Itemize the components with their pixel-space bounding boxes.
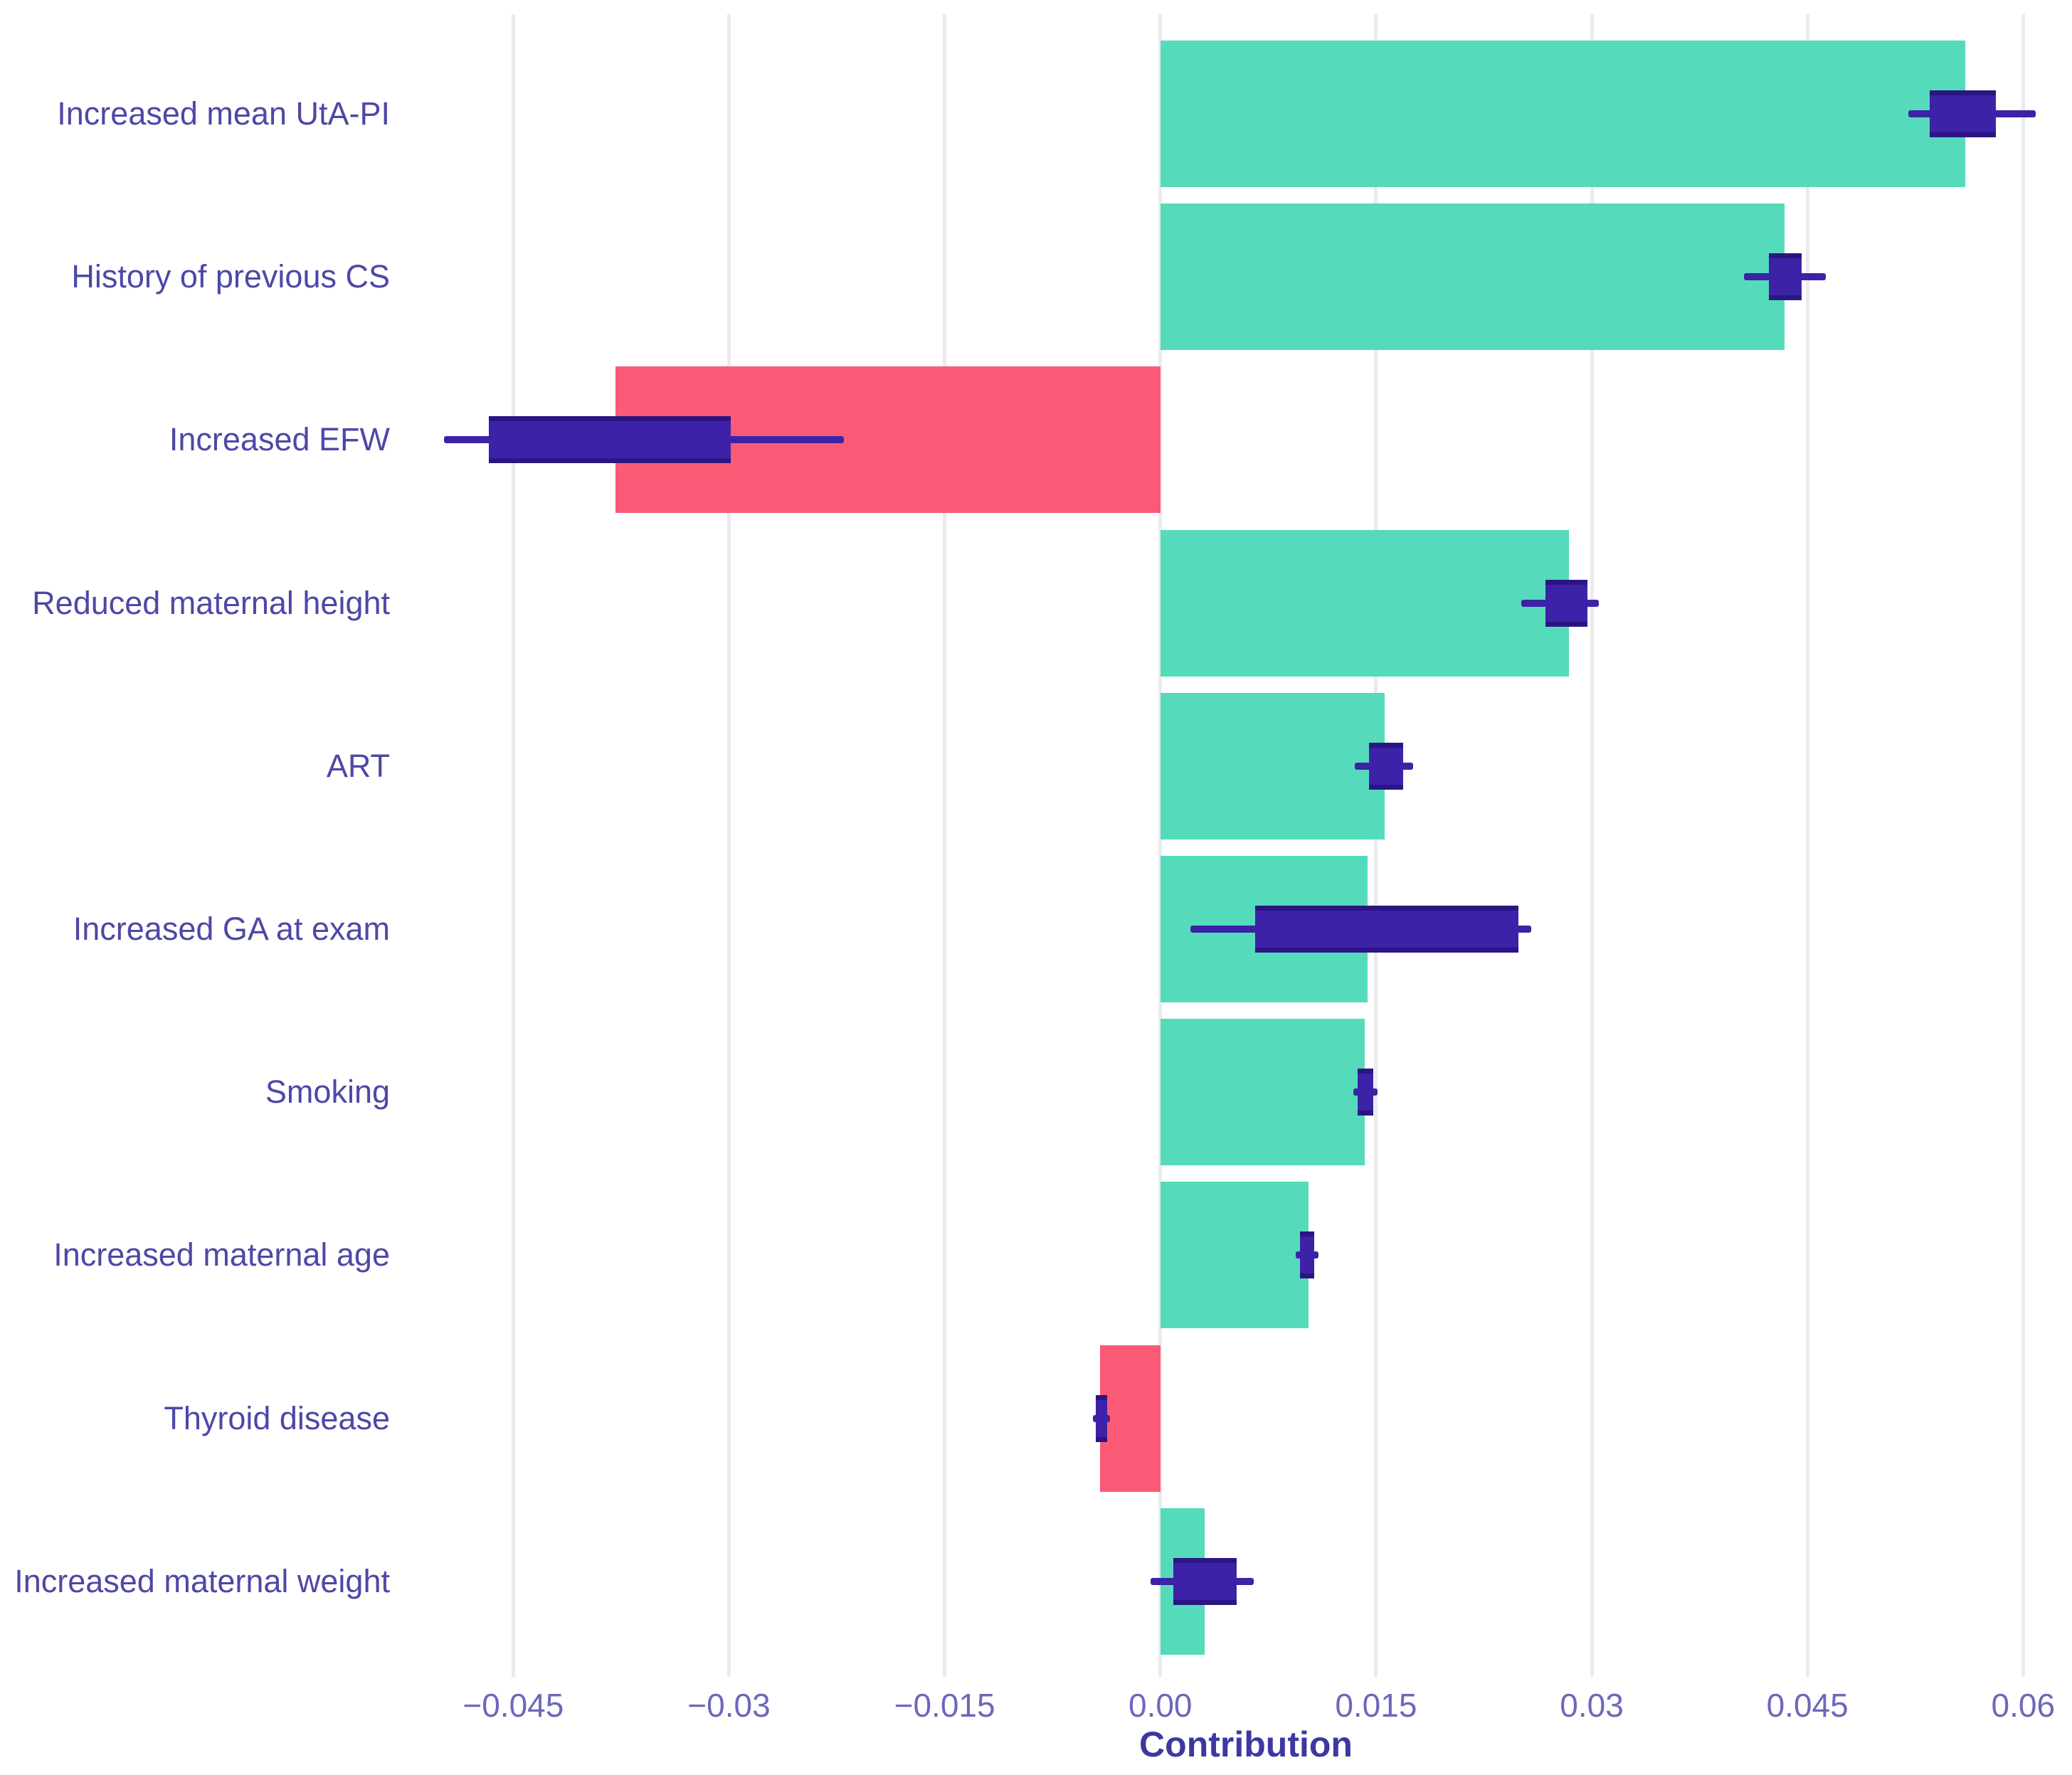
x-tick-label-0.03: 0.03 [1560,1687,1624,1724]
x-axis-title: Contribution [1139,1724,1353,1764]
x-tick-label-−0.03: −0.03 [687,1687,771,1724]
category-label-reduced-maternal-height: Reduced maternal height [32,584,390,621]
bar-increased-mean-uta-pi [1160,41,1966,187]
bar-reduced-maternal-height [1160,529,1569,677]
category-label-smoking: Smoking [265,1074,390,1111]
category-label-thyroid-disease: Thyroid disease [164,1399,390,1436]
error-box-reduced-maternal-height [1545,579,1587,627]
gridline-0.045 [1805,14,1809,1677]
error-box-smoking [1357,1069,1373,1116]
gridline-−0.03 [726,14,731,1677]
error-box-increased-maternal-weight [1173,1557,1237,1605]
gridline-0.015 [1374,14,1378,1677]
gridline-0.00 [1158,14,1163,1677]
error-box-art [1368,742,1404,790]
bar-art [1160,692,1385,839]
x-tick-label-0.045: 0.045 [1766,1687,1849,1724]
error-box-increased-efw [489,416,731,464]
x-tick-label-0.015: 0.015 [1335,1687,1417,1724]
gridline-−0.045 [511,14,515,1677]
bar-thyroid-disease [1099,1345,1161,1492]
gridline-−0.015 [943,14,947,1677]
category-label-increased-maternal-age: Increased maternal age [53,1236,390,1273]
category-label-increased-maternal-weight: Increased maternal weight [14,1562,390,1599]
x-tick-label-−0.015: −0.015 [894,1687,995,1724]
gridline-0.03 [1590,14,1594,1677]
x-tick-label-0.00: 0.00 [1128,1687,1193,1724]
category-label-increased-efw: Increased EFW [169,421,390,458]
error-box-thyroid-disease [1095,1394,1107,1442]
bar-increased-maternal-age [1160,1182,1309,1329]
bar-history-of-previous-cs [1160,203,1785,351]
error-box-increased-mean-uta-pi [1929,90,1996,137]
error-box-history-of-previous-cs [1768,253,1802,301]
category-label-increased-ga-at-exam: Increased GA at exam [73,911,390,947]
bar-smoking [1160,1019,1365,1166]
category-label-history-of-previous-cs: History of previous CS [71,258,390,295]
x-tick-label-0.06: 0.06 [1991,1687,2056,1724]
error-box-increased-maternal-age [1299,1231,1314,1279]
category-label-art: ART [326,747,390,784]
gridline-0.06 [2021,14,2025,1677]
x-tick-label-−0.045: −0.045 [462,1687,564,1724]
error-box-increased-ga-at-exam [1255,906,1518,953]
category-label-increased-mean-uta-pi: Increased mean UtA-PI [57,95,390,132]
